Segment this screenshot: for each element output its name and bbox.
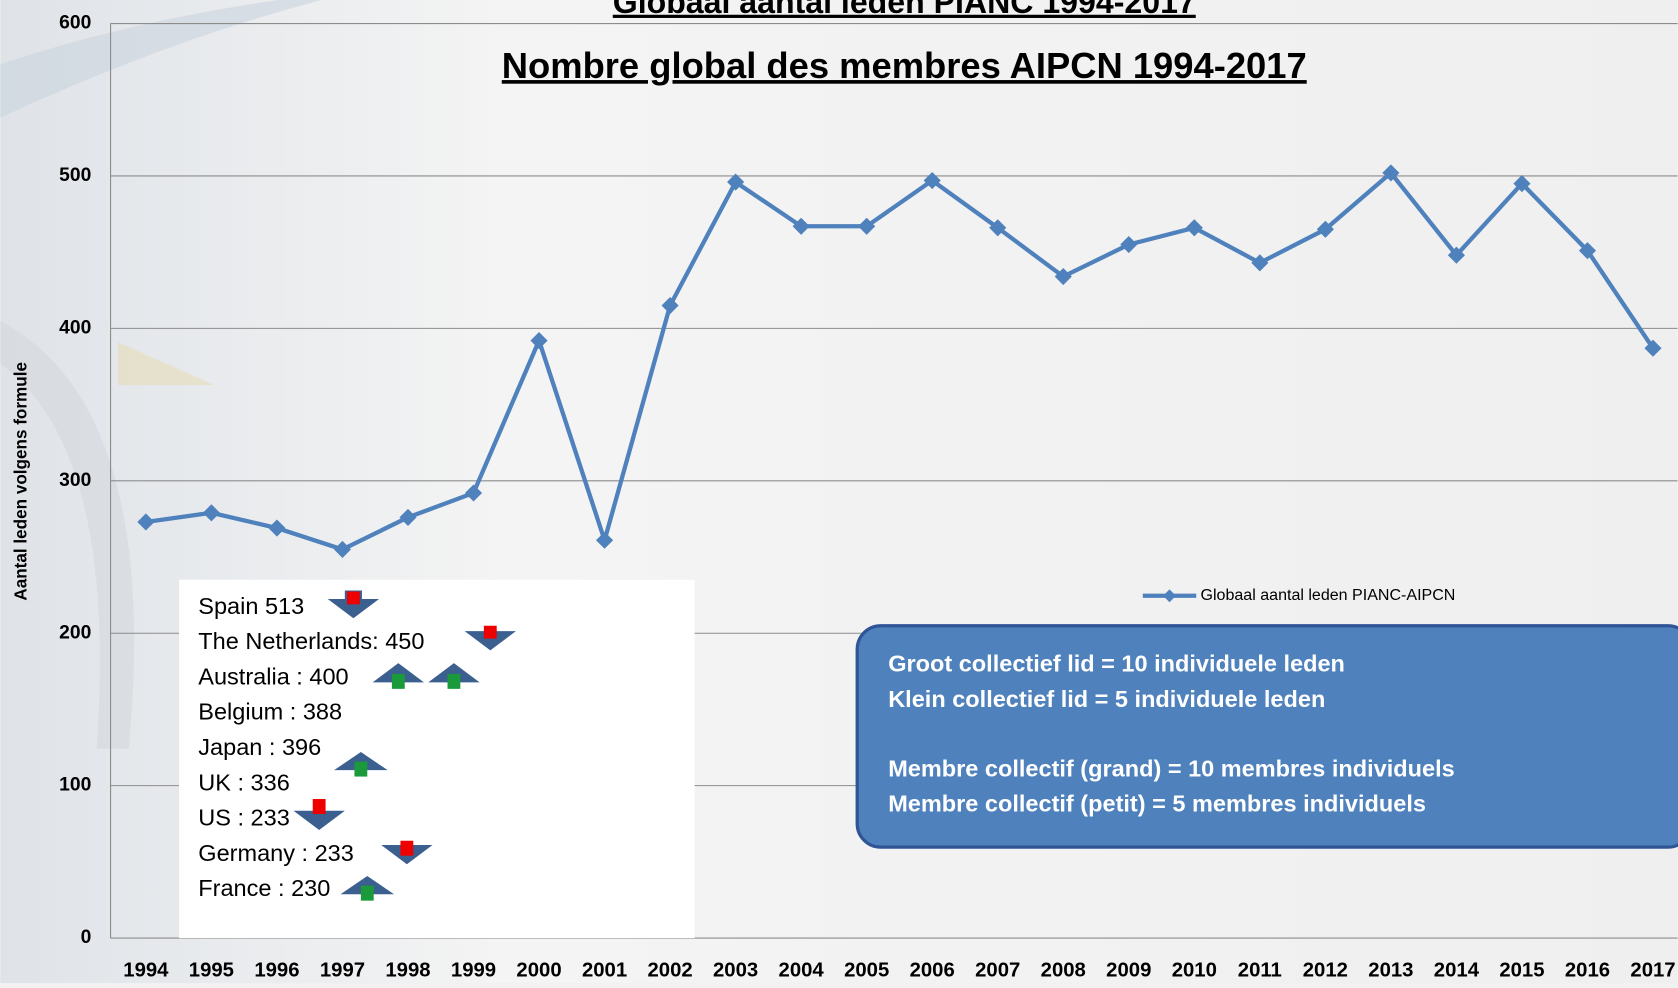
country-label: UK : 336	[198, 769, 290, 795]
x-tick-label: 2006	[910, 960, 955, 982]
point	[530, 332, 548, 350]
x-tick-label: 2013	[1368, 960, 1413, 982]
country-label: US : 233	[198, 805, 290, 831]
arrows	[293, 590, 516, 901]
country-box	[179, 579, 695, 939]
country-label: The Netherlands: 450	[198, 628, 424, 654]
note-box	[855, 624, 1678, 849]
y-tick-label: 600	[59, 13, 91, 34]
x-tick-label: 2014	[1434, 960, 1480, 982]
legend-marker	[1163, 589, 1176, 603]
y-axis-label: Aantal leden volgens formule	[11, 362, 30, 601]
x-tick-label: 2005	[844, 960, 889, 982]
x-tick-label: 2016	[1565, 960, 1610, 982]
point	[399, 508, 417, 526]
country-label: Germany : 233	[198, 840, 354, 866]
note-text: Klein collectief lid = 5 individuele led…	[888, 686, 1325, 712]
country-label: Spain 513	[198, 593, 304, 619]
x-tick-label: 2007	[975, 960, 1020, 982]
country-label: Japan : 396	[198, 734, 321, 760]
country-label: Belgium : 388	[198, 699, 342, 725]
x-tick-label: 1997	[320, 960, 365, 982]
point	[1120, 235, 1138, 254]
x-tick-label: 1996	[254, 960, 299, 982]
x-tick-label: 1995	[189, 960, 234, 982]
point	[661, 296, 679, 315]
point	[333, 540, 352, 558]
point	[989, 219, 1007, 237]
note-text: Membre collectif (petit) = 5 membres ind…	[888, 791, 1426, 817]
point	[858, 217, 876, 235]
x-tick-label: 2017	[1630, 960, 1675, 982]
x-tick-label: 2015	[1499, 960, 1544, 982]
series-line	[145, 169, 1655, 552]
x-tick-label: 2011	[1238, 960, 1282, 982]
point	[792, 217, 810, 235]
country-label: France : 230	[198, 875, 330, 901]
point	[596, 531, 614, 549]
point	[464, 484, 483, 502]
legend-label: Globaal aantal leden PIANC-AIPCN	[1201, 586, 1456, 604]
x-tick-label: 1998	[385, 960, 430, 982]
point	[923, 171, 941, 190]
point	[268, 519, 286, 537]
x-tick-label: 2012	[1303, 960, 1348, 982]
point	[137, 513, 155, 531]
chart-title: Globaal aantal leden PIANC 1994-2017	[613, 0, 1196, 20]
point	[1054, 267, 1072, 286]
x-tick-label: 2001	[582, 960, 627, 982]
point	[1316, 220, 1334, 238]
decoration	[0, 320, 135, 749]
point	[1251, 254, 1269, 272]
x-tick-label: 2003	[713, 960, 758, 982]
point	[1382, 164, 1400, 182]
x-tick-label: 2002	[647, 960, 692, 982]
x-tick-label: 2004	[779, 960, 825, 982]
y-tick-label: 100	[59, 775, 91, 796]
chart-subtitle: Nombre global des membres AIPCN 1994-201…	[502, 45, 1307, 86]
point	[1185, 219, 1203, 237]
y-tick-label: 500	[59, 165, 91, 186]
x-tick-label: 2008	[1041, 960, 1086, 982]
point	[202, 504, 220, 522]
note-text: Groot collectief lid = 10 individuele le…	[888, 651, 1345, 677]
decoration	[118, 342, 215, 386]
point	[727, 173, 745, 191]
x-tick-label: 2010	[1172, 960, 1217, 982]
point	[1644, 339, 1662, 357]
y-tick-label: 200	[59, 622, 91, 643]
x-tick-label: 1999	[451, 960, 496, 982]
x-tick-label: 2009	[1106, 960, 1151, 982]
x-tick-label: 1994	[123, 960, 169, 982]
y-tick-label: 400	[59, 317, 91, 338]
y-tick-label: 0	[81, 927, 92, 948]
x-tick-label: 2000	[516, 960, 561, 982]
note-text: Membre collectif (grand) = 10 membres in…	[888, 755, 1455, 781]
country-label: Australia : 400	[198, 663, 348, 689]
y-tick-label: 300	[59, 470, 91, 491]
point	[1578, 242, 1597, 260]
point	[1513, 175, 1531, 193]
